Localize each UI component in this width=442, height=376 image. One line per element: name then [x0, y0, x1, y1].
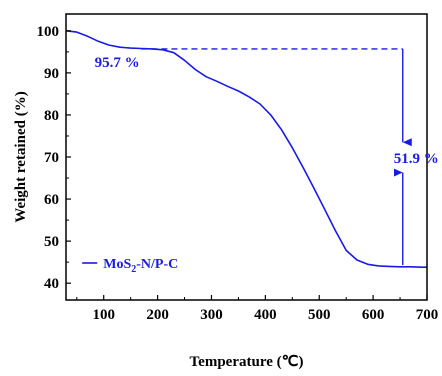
plot-layer — [65, 30, 427, 268]
x-tick-label-300: 300 — [200, 307, 223, 323]
x-tick-label-600: 600 — [362, 307, 385, 323]
x-axis-title: Temperature (℃) — [190, 354, 304, 370]
y-tick-label-70: 70 — [44, 150, 59, 166]
x-tick-label-500: 500 — [308, 307, 331, 323]
y-tick-label-90: 90 — [44, 66, 59, 82]
x-tick-label-400: 400 — [254, 307, 277, 323]
x-tick-label-100: 100 — [92, 307, 115, 323]
y-tick-label-50: 50 — [44, 234, 59, 250]
ticks-layer: 100 200 300 400 500 600 700 40 50 60 70 80 90 100 — [37, 24, 439, 323]
legend-label-rest: -N/P-C — [136, 257, 178, 272]
annotation-95-7: 95.7 % — [95, 55, 140, 71]
y-tick-label-40: 40 — [44, 276, 59, 292]
legend-label: MoS2-N/P-C — [103, 257, 178, 275]
y-axis-title: Weight retained (%) — [13, 91, 29, 222]
y-tick-label-100: 100 — [37, 24, 60, 40]
legend-label-subscript: 2 — [131, 264, 136, 275]
y-tick-label-60: 60 — [44, 192, 59, 208]
y-tick-label-80: 80 — [44, 108, 59, 124]
x-tick-label-200: 200 — [146, 307, 169, 323]
series-line-mos2-npc — [65, 30, 427, 268]
legend-label-main: MoS — [103, 257, 131, 272]
x-tick-label-700: 700 — [416, 307, 439, 323]
annotation-51-9: 51.9 % — [394, 151, 439, 167]
